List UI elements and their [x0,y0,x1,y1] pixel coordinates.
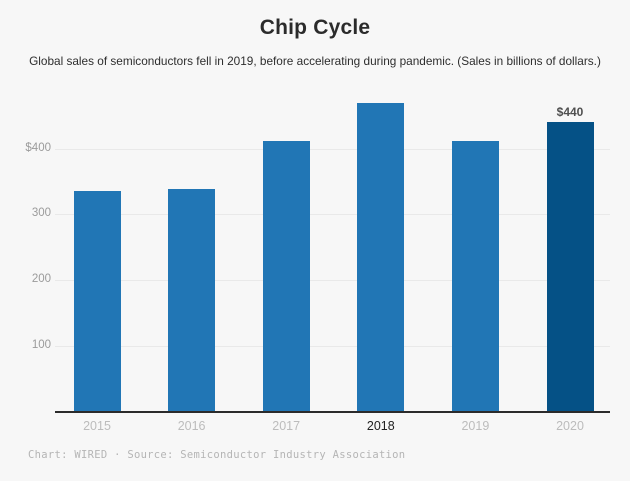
x-axis-line [55,411,610,413]
bar-value-label: $440 [556,105,584,120]
chart-title: Chip Cycle [259,16,371,39]
bar-2020 [546,122,594,412]
bar-2015 [73,191,121,412]
chart-subtitle: Global sales of semiconductors fell in 2… [29,54,601,68]
x-axis-tick-2019: 2019 [461,419,490,433]
gridline-200 [55,280,610,282]
x-axis-tick-2020: 2020 [556,419,584,433]
x-axis-tick-2017: 2017 [272,419,301,433]
bar-2019 [451,140,499,412]
y-axis-tick-400: $400 [25,141,51,154]
y-axis-tick-200: 200 [31,273,51,286]
y-axis-tick-300: 300 [31,207,51,220]
y-axis-tick-100: 100 [31,339,51,352]
x-axis-tick-2016: 2016 [177,419,206,433]
x-axis-tick-2015: 2015 [83,419,111,433]
bar-2016 [168,188,216,412]
gridline-400 [55,148,610,150]
bar-2018 [357,103,405,412]
bar-2017 [262,140,310,412]
x-axis-tick-2018: 2018 [366,419,395,433]
gridline-100 [55,346,610,348]
chart-attribution: Chart: WIRED · Source: Semiconductor Ind… [28,449,406,461]
gridline-300 [55,214,610,216]
